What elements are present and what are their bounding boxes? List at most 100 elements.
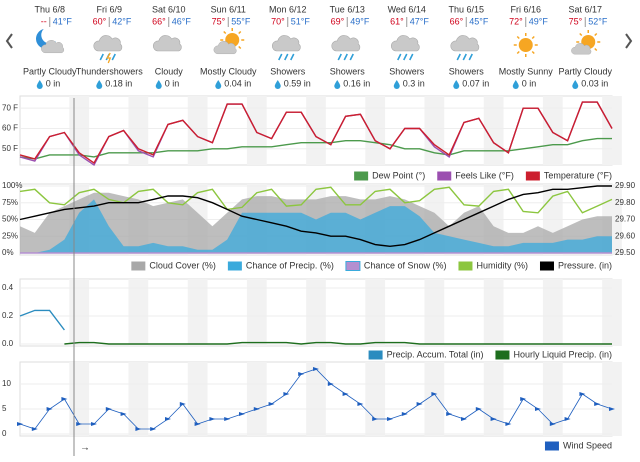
night-band [187, 279, 208, 346]
night-band [306, 96, 326, 165]
wind-marker [520, 397, 527, 401]
night-band [542, 279, 563, 346]
wind-marker [253, 407, 260, 411]
wind-marker [461, 417, 467, 421]
legend-swatch [354, 171, 369, 181]
low-temp: 41°F [53, 16, 73, 26]
night-band [306, 362, 326, 436]
wind-marker [298, 372, 305, 376]
condition: Showers [330, 66, 366, 76]
legend-swatch [437, 171, 452, 181]
day-date: Fri 6/9 [96, 4, 122, 14]
low-temp: 52°F [588, 16, 608, 26]
drop-icon [155, 80, 162, 89]
drop-icon [96, 80, 103, 89]
y-tick-label: 25% [2, 231, 18, 240]
wind-marker [61, 397, 68, 401]
night-band [365, 96, 386, 165]
condition: Showers [449, 66, 485, 76]
line [19, 101, 613, 165]
drop-icon [572, 80, 579, 89]
y-tick-label: 0 [2, 429, 7, 438]
high-temp: 61° [390, 16, 404, 26]
day-date: Sun 6/11 [211, 4, 246, 14]
legend-swatch [227, 261, 242, 271]
high-temp: 72° [509, 16, 523, 26]
y-tick-label: 60 F [2, 124, 18, 133]
wind-marker [135, 427, 142, 431]
night-band [483, 279, 504, 346]
wind-marker [17, 422, 23, 426]
drop-icon [36, 80, 43, 89]
night-band [246, 96, 267, 165]
day-date: Mon 6/12 [269, 4, 307, 14]
drop-icon [393, 80, 400, 89]
drop-icon [453, 80, 460, 89]
night-band [306, 279, 326, 346]
wind-marker [490, 417, 497, 421]
high-temp: -- [41, 16, 47, 26]
wind-marker [105, 407, 112, 411]
wind-marker [594, 402, 601, 406]
night-band [424, 96, 445, 165]
wind-marker [283, 392, 290, 396]
wind-marker [357, 402, 364, 406]
next-arrow[interactable] [625, 33, 633, 49]
y-tick-label: 50% [2, 215, 18, 224]
wind-marker [416, 402, 423, 406]
wind-marker [372, 417, 379, 421]
day-date: Sat 6/17 [568, 4, 602, 14]
legend-label: Chance of Precip. (%) [246, 260, 334, 270]
wind-marker [609, 407, 615, 411]
condition: Mostly Cloudy [200, 66, 257, 76]
y-tick-label: 0.0 [2, 339, 14, 348]
previous-arrow[interactable] [5, 33, 13, 49]
wind-marker [313, 367, 319, 371]
wind-marker [535, 407, 541, 411]
legend-label: Hourly Liquid Precip. (in) [513, 349, 612, 359]
wind-marker [150, 427, 157, 431]
day-date: Tue 6/13 [330, 4, 365, 14]
precip-amount: 0.59 in [284, 78, 311, 88]
low-temp: 47°F [410, 16, 430, 26]
night-band [602, 279, 622, 346]
drop-icon [274, 80, 281, 89]
night-band [424, 279, 445, 346]
wind-marker [120, 412, 127, 416]
wind-marker [76, 422, 83, 426]
condition: Cloudy [155, 66, 184, 76]
precip-amount: 0.04 in [224, 78, 251, 88]
legend-label: Feels Like (°F) [455, 170, 514, 180]
day-date: Thu 6/15 [448, 4, 484, 14]
legend-swatch [495, 350, 510, 360]
high-temp: 75° [212, 16, 226, 26]
weather-icons [36, 27, 601, 64]
high-temp: 66° [152, 16, 166, 26]
night-band [602, 96, 622, 165]
day-date: Sat 6/10 [152, 4, 186, 14]
legend-label: Pressure. (in) [558, 260, 612, 270]
night-band [128, 362, 149, 436]
legend-label: Humidity (%) [476, 260, 528, 270]
line [19, 137, 612, 160]
low-temp: 45°F [469, 16, 489, 26]
wind-marker [431, 392, 438, 396]
night-band [602, 362, 622, 436]
day-date: Thu 6/8 [34, 4, 65, 14]
condition: Showers [270, 66, 306, 76]
legend-label: Dew Point (°) [372, 170, 425, 180]
condition: Partly Cloudy [558, 66, 612, 76]
legend-swatch [345, 261, 361, 271]
line [19, 309, 65, 331]
legend-swatch [544, 441, 559, 451]
night-band [246, 279, 267, 346]
precip-amount: 0.18 in [105, 78, 132, 88]
low-temp: 55°F [231, 16, 251, 26]
legend-label: Temperature (°F) [544, 170, 612, 180]
wind-marker [91, 422, 97, 426]
area [20, 199, 612, 253]
y2-tick-label: 29.50 [615, 248, 636, 257]
high-temp: 70° [271, 16, 285, 26]
wind-marker [224, 417, 231, 421]
night-band [542, 362, 563, 436]
